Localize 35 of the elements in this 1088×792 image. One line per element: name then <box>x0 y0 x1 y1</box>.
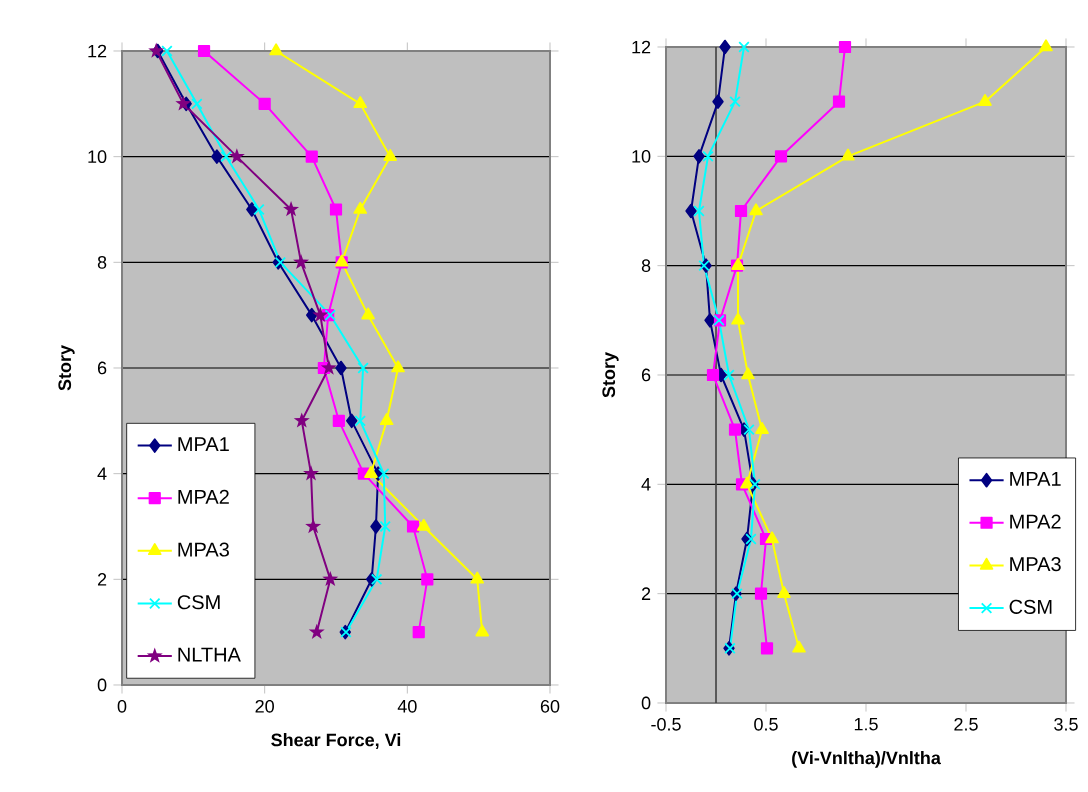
x-tick-label: 2.5 <box>954 717 978 731</box>
x-tick-label: 1.5 <box>854 717 878 731</box>
y-tick-label: 8 <box>97 255 107 269</box>
y-axis-title: Story <box>58 345 75 391</box>
legend-label: MPA2 <box>1010 514 1061 529</box>
y-tick-label: 10 <box>632 149 651 163</box>
x-tick-label: 40 <box>397 699 417 713</box>
legend-label: CSM <box>177 595 220 610</box>
y-tick-label: 10 <box>88 150 107 164</box>
y-tick-label: 0 <box>97 678 107 692</box>
x-tick-label: 3.5 <box>1054 717 1078 731</box>
y-tick-label: 2 <box>641 587 651 600</box>
y-tick-label: 4 <box>641 478 651 491</box>
y-tick-label: 2 <box>97 573 107 586</box>
y-tick-label: 4 <box>97 467 107 480</box>
legend-label: CSM <box>1009 599 1052 614</box>
legend-label: MPA1 <box>1010 471 1061 486</box>
y-tick-label: 12 <box>88 44 107 58</box>
legend-label: MPA1 <box>178 437 229 452</box>
legend-label: MPA3 <box>1010 557 1061 572</box>
x-tick-label: 0 <box>117 699 127 713</box>
legend-label: MPA3 <box>178 542 229 557</box>
y-tick-label: 8 <box>641 259 651 273</box>
y-tick-label: 12 <box>632 40 651 54</box>
x-tick-label: 60 <box>540 699 560 713</box>
legend-label: NLTHA <box>178 647 241 662</box>
y-tick-label: 6 <box>641 368 651 382</box>
x-tick-label: 0.5 <box>754 717 778 731</box>
x-axis-title: (Vi-Vnltha)/Vnltha <box>792 751 941 768</box>
x-axis-title: Shear Force, Vi <box>271 733 401 749</box>
x-tick-label: 20 <box>255 699 274 713</box>
y-axis-title: Story <box>602 352 619 398</box>
x-tick-label: -0.5 <box>651 717 681 731</box>
y-tick-label: 6 <box>97 361 107 375</box>
legend-label: MPA2 <box>178 489 229 504</box>
